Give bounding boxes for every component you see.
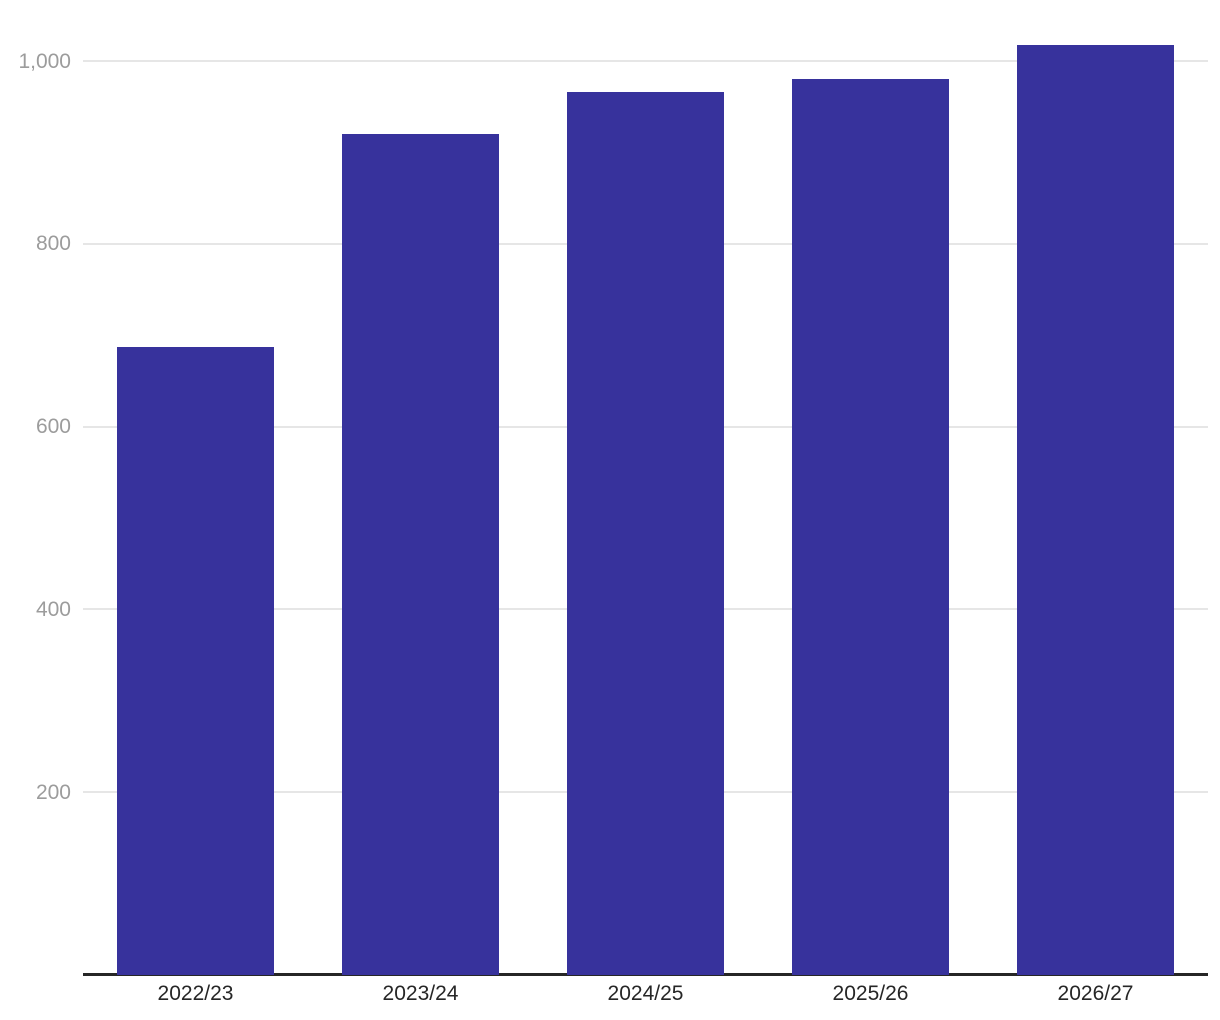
- y-gridline: [83, 60, 1208, 62]
- x-axis-tick-label: 2026/27: [1057, 982, 1134, 1005]
- bar-2025-26: [792, 79, 949, 975]
- bar-2024-25: [567, 92, 724, 975]
- y-axis-tick-label: 800: [35, 232, 71, 256]
- bar-2023-24: [342, 134, 499, 975]
- bar-2022-23: [117, 347, 274, 975]
- bar-2026-27: [1017, 44, 1174, 975]
- x-axis-tick-label: 2023/24: [382, 982, 459, 1005]
- y-axis-tick-label: 400: [35, 597, 71, 621]
- y-axis-tick-label: 600: [35, 415, 71, 439]
- x-axis-tick-label: 2024/25: [607, 982, 684, 1005]
- y-axis-tick-label: 1,000: [18, 49, 71, 73]
- y-axis-tick-label: 200: [35, 780, 71, 804]
- x-axis-tick-label: 2025/26: [832, 982, 909, 1005]
- x-axis-tick-label: 2022/23: [157, 982, 234, 1005]
